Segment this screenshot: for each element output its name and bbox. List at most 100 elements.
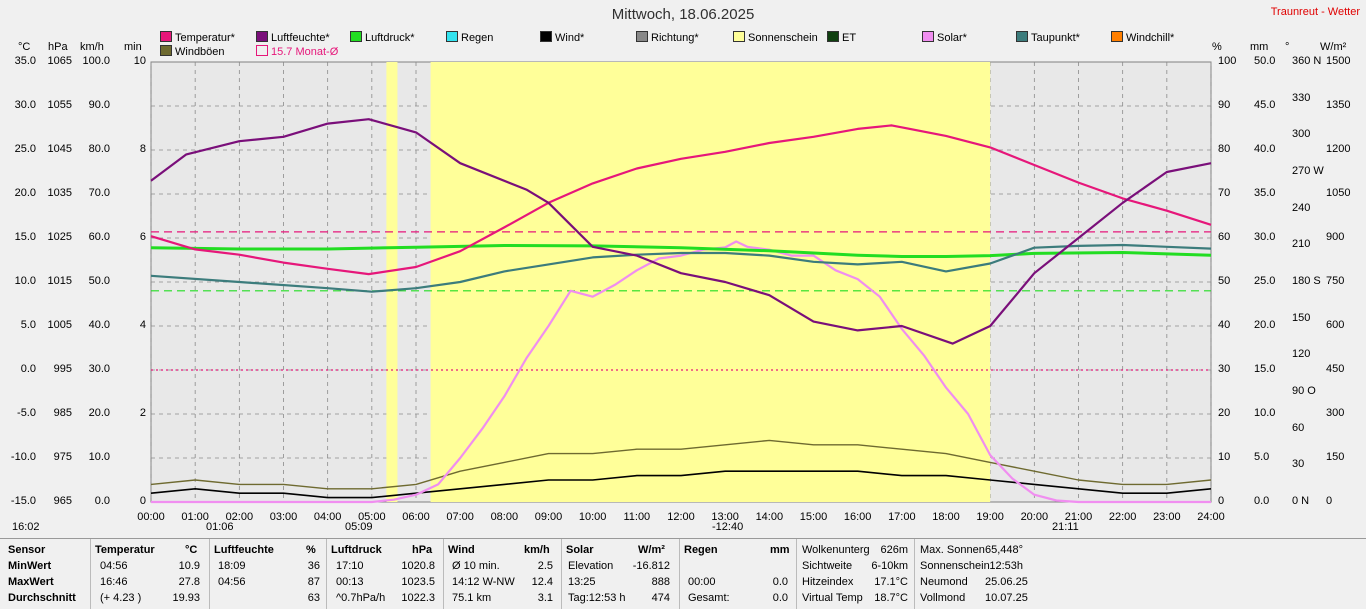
tick-label-wind_kmh: 30.0: [88, 363, 110, 375]
legend-swatch: [733, 31, 745, 42]
series-wind: [150, 470, 1212, 499]
tick-label-temp_c: -15.0: [10, 495, 36, 507]
hdr-rain-unit: mm: [770, 544, 790, 556]
tick-label-temp_c: 10.0: [14, 275, 36, 287]
tick-label-humidity_pct: 100: [1218, 55, 1237, 67]
legend-swatch: [922, 31, 934, 42]
stat-hum_time: 04:56: [218, 576, 246, 588]
tick-label-sun_min: 2: [139, 407, 146, 419]
tick-label-solar_wm2: 1500: [1326, 55, 1351, 67]
tick-label-solar_wm2: 750: [1326, 275, 1345, 287]
sunrise-time: 16:02: [12, 521, 40, 533]
unit-deg: °: [1285, 41, 1290, 53]
legend-swatch: [160, 45, 172, 56]
x-tick-label: 05:00: [358, 511, 386, 523]
legend-item: Taupunkt*: [1016, 31, 1080, 44]
x-tick-label: 23:00: [1153, 511, 1181, 523]
hdr-hum-unit: %: [306, 544, 316, 556]
legend-label: Wind*: [555, 32, 585, 44]
series-taupunkt: [150, 243, 1212, 293]
tick-label-sun_min: 0: [139, 495, 146, 507]
x-tick-label: 06:00: [402, 511, 430, 523]
time-marker: 01:06: [206, 521, 234, 533]
time-marker: -12:40: [712, 521, 744, 533]
stat-extra-v2: 25.06.25: [985, 576, 1028, 588]
x-tick-label: 18:00: [932, 511, 960, 523]
series-solar: [151, 240, 1211, 504]
tick-label-solar_wm2: 0: [1326, 495, 1333, 507]
legend-swatch: [1016, 31, 1028, 42]
tick-label-rain_mm: 15.0: [1254, 363, 1276, 375]
tick-label-rain_mm: 20.0: [1254, 319, 1276, 331]
tick-label-temp_c: -10.0: [10, 451, 36, 463]
legend-item: Wind*: [540, 31, 584, 44]
tick-label-direction_deg: 30: [1292, 458, 1305, 471]
tick-label-sun_min: 8: [139, 143, 146, 155]
legend-item: Windchill*: [1111, 31, 1174, 44]
tick-label-rain_mm: 50.0: [1254, 55, 1276, 67]
tick-label-rain_mm: 0.0: [1254, 495, 1270, 507]
tick-label-rain_mm: 30.0: [1254, 231, 1276, 243]
tick-label-rain_mm: 25.0: [1254, 275, 1276, 287]
series-luftfeuchte: [150, 118, 1212, 345]
tick-label-pressure_hpa: 1055: [47, 99, 72, 111]
stat-press_time: 17:10: [336, 560, 364, 572]
tick-label-solar_wm2: 1050: [1326, 187, 1351, 199]
stat-solar_val: 888: [651, 576, 670, 588]
legend-label: Solar*: [937, 32, 967, 44]
tick-label-direction_deg: 270 W: [1292, 165, 1324, 177]
legend-swatch: [446, 31, 458, 42]
stat-wind_label: 75.1 km: [452, 592, 492, 604]
tick-label-rain_mm: 10.0: [1254, 407, 1276, 419]
x-tick-label: 00:00: [137, 511, 165, 523]
x-tick-label: 16:00: [843, 511, 872, 523]
legend-item: Sonnenschein: [733, 31, 818, 44]
stat-press_time: 00:13: [336, 576, 364, 588]
tick-label-pressure_hpa: 975: [53, 451, 72, 463]
tick-label-humidity_pct: 90: [1218, 99, 1231, 111]
stat-rain_val: 0.0: [772, 592, 788, 604]
tick-label-humidity_pct: 0: [1218, 495, 1225, 507]
tick-label-wind_kmh: 90.0: [88, 99, 110, 111]
tick-label-pressure_hpa: 995: [53, 363, 72, 375]
tick-label-pressure_hpa: 1045: [47, 143, 72, 155]
legend-item: Luftdruck*: [350, 31, 415, 44]
hdr-solar-unit: W/m²: [638, 544, 665, 556]
sunshine-block: [386, 62, 398, 502]
tick-label-wind_kmh: 60.0: [88, 231, 110, 243]
stat-wind_label: Ø 10 min.: [452, 560, 500, 572]
tick-label-direction_deg: 120: [1292, 348, 1311, 361]
legend-label: 15.7 Monat-Ø: [271, 46, 339, 58]
legend-label: Temperatur*: [175, 32, 235, 44]
sunshine-block: [430, 62, 991, 502]
legend-swatch: [256, 31, 268, 42]
tick-label-direction_deg: 210: [1292, 238, 1311, 251]
tick-label-pressure_hpa: 965: [53, 495, 72, 507]
station-name[interactable]: Traunreut - Wetter: [1270, 6, 1360, 18]
x-tick-label: 10:00: [578, 511, 607, 523]
tick-label-temp_c: 25.0: [14, 143, 36, 155]
unit-press: hPa: [48, 41, 68, 53]
tick-label-rain_mm: 45.0: [1254, 99, 1276, 111]
x-tick-label: 09:00: [534, 511, 563, 523]
stat-extra-k2: Neumond: [920, 576, 968, 588]
x-tick-label: 11:00: [623, 511, 651, 523]
legend-item: Temperatur*: [160, 31, 235, 44]
x-tick-label: 02:00: [225, 511, 254, 523]
stat-extra-v: 17.1°C: [874, 576, 908, 588]
tick-label-humidity_pct: 70: [1218, 187, 1231, 199]
x-tick-label: 15:00: [799, 511, 828, 523]
stat-press_time: ^0.7hPa/h: [336, 592, 386, 604]
stat-extra-k: Wolkenunterg: [802, 544, 870, 556]
unit-pct: %: [1212, 41, 1222, 53]
legend-swatch: [1111, 31, 1123, 42]
stat-temp_val: 27.8: [178, 576, 200, 588]
tick-label-direction_deg: 240: [1292, 201, 1311, 214]
legend-item: 15.7 Monat-Ø: [256, 45, 338, 58]
tick-label-temp_c: 20.0: [14, 187, 36, 199]
x-tick-label: 04:00: [313, 511, 342, 523]
tick-label-wind_kmh: 100.0: [82, 55, 110, 67]
tick-label-direction_deg: 90 O: [1292, 385, 1316, 397]
tick-label-solar_wm2: 150: [1326, 451, 1345, 463]
stat-extra-k2: Vollmond: [920, 592, 966, 604]
